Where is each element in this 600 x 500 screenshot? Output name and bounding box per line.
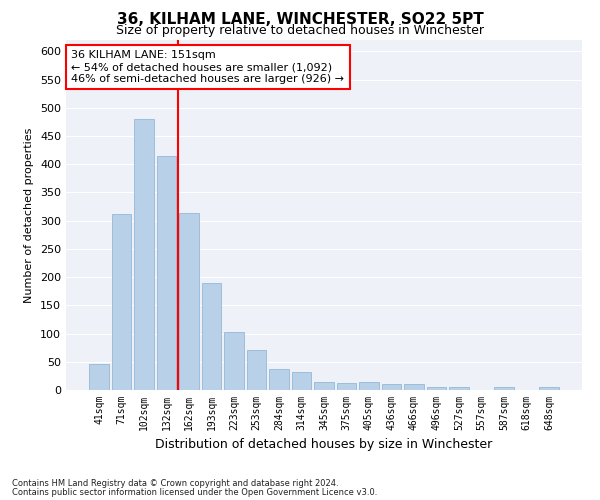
Bar: [89, 364, 109, 390]
Bar: [314, 382, 334, 390]
Bar: [337, 383, 356, 390]
Bar: [224, 332, 244, 390]
Bar: [382, 384, 401, 390]
Bar: [449, 387, 469, 390]
Bar: [359, 382, 379, 390]
Text: Contains public sector information licensed under the Open Government Licence v3: Contains public sector information licen…: [12, 488, 377, 497]
Bar: [157, 156, 176, 390]
Y-axis label: Number of detached properties: Number of detached properties: [25, 128, 34, 302]
Bar: [494, 387, 514, 390]
Bar: [539, 387, 559, 390]
Bar: [179, 214, 199, 390]
Bar: [292, 372, 311, 390]
Text: Contains HM Land Registry data © Crown copyright and database right 2024.: Contains HM Land Registry data © Crown c…: [12, 479, 338, 488]
Bar: [134, 119, 154, 390]
Bar: [269, 368, 289, 390]
Bar: [427, 387, 446, 390]
X-axis label: Distribution of detached houses by size in Winchester: Distribution of detached houses by size …: [155, 438, 493, 452]
Text: 36 KILHAM LANE: 151sqm
← 54% of detached houses are smaller (1,092)
46% of semi-: 36 KILHAM LANE: 151sqm ← 54% of detached…: [71, 50, 344, 84]
Bar: [112, 214, 131, 390]
Bar: [404, 384, 424, 390]
Text: Size of property relative to detached houses in Winchester: Size of property relative to detached ho…: [116, 24, 484, 37]
Bar: [247, 350, 266, 390]
Bar: [202, 282, 221, 390]
Text: 36, KILHAM LANE, WINCHESTER, SO22 5PT: 36, KILHAM LANE, WINCHESTER, SO22 5PT: [116, 12, 484, 28]
